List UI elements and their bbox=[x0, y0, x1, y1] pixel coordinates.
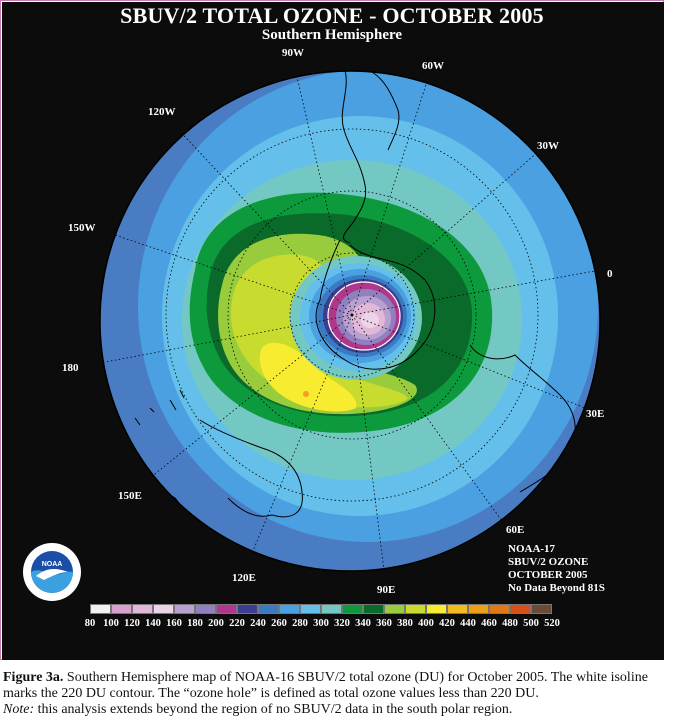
legend-swatch bbox=[153, 604, 174, 614]
map-title: SBUV/2 TOTAL OZONE - OCTOBER 2005 bbox=[120, 3, 544, 28]
legend-swatch bbox=[195, 604, 216, 614]
legend-swatch bbox=[384, 604, 405, 614]
legend-tick-label: 480 bbox=[502, 618, 518, 629]
legend-swatch bbox=[363, 604, 384, 614]
legend-tick-label: 400 bbox=[418, 618, 434, 629]
legend-swatch bbox=[468, 604, 489, 614]
legend-swatch bbox=[258, 604, 279, 614]
lon-label-180: 180 bbox=[62, 362, 79, 374]
figure-caption: Figure 3a. Southern Hemisphere map of NO… bbox=[3, 670, 679, 718]
legend-tick-label: 260 bbox=[271, 618, 287, 629]
graticule bbox=[100, 71, 600, 571]
caption-note-label: Note: bbox=[3, 702, 35, 717]
legend-tick-label: 420 bbox=[439, 618, 455, 629]
legend-tick-label: 180 bbox=[187, 618, 203, 629]
australia-coast bbox=[199, 419, 303, 518]
caption-note-text: this analysis extends beyond the region … bbox=[34, 702, 513, 717]
legend-tick-label: 120 bbox=[124, 618, 140, 629]
ozone-max-spot bbox=[303, 391, 309, 397]
legend-swatch bbox=[132, 604, 153, 614]
legend-swatch bbox=[237, 604, 258, 614]
legend-tick-label: 100 bbox=[103, 618, 119, 629]
legend-swatch bbox=[531, 604, 552, 614]
legend-tick-label: 240 bbox=[250, 618, 266, 629]
info-date: OCTOBER 2005 bbox=[508, 569, 588, 581]
globe-outline bbox=[99, 70, 601, 572]
lon-label-0: 0 bbox=[607, 268, 613, 280]
ozone-band-420 bbox=[259, 342, 357, 412]
lon-label-150w: 150W bbox=[68, 222, 96, 234]
legend-tick-label: 520 bbox=[544, 618, 560, 629]
ozone-map bbox=[99, 70, 601, 572]
info-satellite: NOAA-17 bbox=[508, 543, 556, 555]
legend-swatch bbox=[111, 604, 132, 614]
legend-swatch bbox=[510, 604, 531, 614]
legend-tick-label: 500 bbox=[523, 618, 539, 629]
legend-swatch bbox=[447, 604, 468, 614]
legend-tick-label: 340 bbox=[355, 618, 371, 629]
legend-tick-label: 460 bbox=[481, 618, 497, 629]
legend-swatch bbox=[321, 604, 342, 614]
legend-swatch bbox=[90, 604, 111, 614]
legend-swatch bbox=[216, 604, 237, 614]
legend-tick-label: 360 bbox=[376, 618, 392, 629]
caption-figure-label: Figure 3a. bbox=[3, 670, 64, 685]
legend-tick-label: 380 bbox=[397, 618, 413, 629]
map-subtitle: Southern Hemisphere bbox=[261, 27, 403, 43]
lon-label-120w: 120W bbox=[148, 106, 176, 118]
logo-text: NOAA bbox=[42, 561, 63, 568]
south-america-east-coast bbox=[371, 71, 400, 151]
legend-swatch bbox=[489, 604, 510, 614]
lon-label-30e: 30E bbox=[586, 408, 605, 420]
islands bbox=[134, 389, 185, 426]
info-coverage: No Data Beyond 81S bbox=[508, 582, 605, 594]
antarctica-coast bbox=[315, 239, 436, 370]
lon-label-150e: 150E bbox=[118, 490, 142, 502]
info-product: SBUV/2 OZONE bbox=[508, 556, 589, 568]
lon-label-90w: 90W bbox=[282, 47, 304, 59]
data-source-info: NOAA-17 SBUV/2 OZONE OCTOBER 2005 No Dat… bbox=[508, 543, 605, 595]
legend-swatch bbox=[279, 604, 300, 614]
legend-swatch bbox=[342, 604, 363, 614]
legend-tick-label: 140 bbox=[145, 618, 161, 629]
legend-swatch bbox=[174, 604, 195, 614]
legend-swatch bbox=[426, 604, 447, 614]
legend-tick-label: 200 bbox=[208, 618, 224, 629]
legend-tick-label: 220 bbox=[229, 618, 245, 629]
lon-label-120e: 120E bbox=[232, 572, 256, 584]
lon-label-60e: 60E bbox=[506, 524, 525, 536]
legend-tick-label: 280 bbox=[292, 618, 308, 629]
south-america-coast bbox=[341, 71, 367, 244]
legend-tick-label: 440 bbox=[460, 618, 476, 629]
legend-swatch bbox=[300, 604, 321, 614]
legend-tick-label: 320 bbox=[334, 618, 350, 629]
legend-tick-label: 160 bbox=[166, 618, 182, 629]
legend-tick-label: 80 bbox=[84, 618, 96, 629]
legend-swatch bbox=[405, 604, 426, 614]
caption-text: Southern Hemisphere map of NOAA-16 SBUV/… bbox=[3, 670, 648, 701]
lon-label-90e: 90E bbox=[377, 584, 396, 596]
legend-tick-label: 300 bbox=[313, 618, 329, 629]
noaa-logo-icon: NOAA bbox=[23, 543, 81, 601]
lon-label-60w: 60W bbox=[422, 60, 444, 72]
lon-label-30w: 30W bbox=[537, 140, 559, 152]
